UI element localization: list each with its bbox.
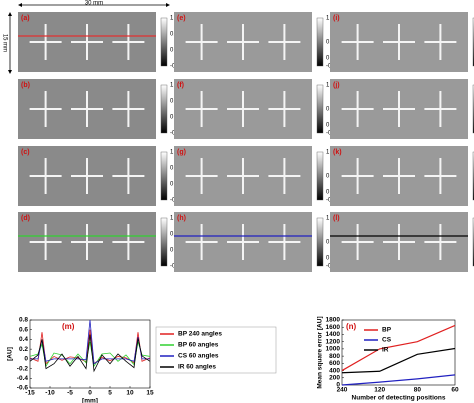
y-tick-label: 800 — [329, 353, 340, 360]
x-tick-label: 0 — [88, 390, 92, 397]
colorbar — [160, 84, 168, 134]
y-tick-label: 600 — [329, 360, 340, 367]
x-tick-label: 10 — [126, 390, 134, 397]
panel-label: (k) — [333, 149, 342, 156]
width-label: 30 mm — [85, 1, 103, 7]
y-tick-label: 0 — [336, 382, 340, 389]
y-tick-label: 0.4 — [19, 336, 28, 343]
colorbar-tick: 0 — [170, 115, 174, 121]
y-tick-label: 1600 — [326, 324, 341, 331]
chart-title: (m) — [62, 322, 75, 331]
colorbar — [160, 151, 168, 201]
y-tick-label: 0.8 — [19, 317, 28, 324]
y-tick-label: 1800 — [326, 317, 341, 324]
series-line — [29, 334, 151, 373]
colorbar-tick: 0 — [170, 182, 174, 188]
panel-label: (l) — [333, 215, 340, 222]
x-tick-label: 120 — [374, 387, 385, 394]
colorbar-tick: 1 — [170, 16, 174, 22]
legend-label: BP 240 angles — [178, 331, 222, 338]
panel-label: (i) — [333, 15, 340, 22]
panel-label: (f) — [177, 82, 184, 89]
panel-label: (g) — [177, 149, 186, 156]
x-tick-label: 240 — [337, 387, 348, 394]
x-tick-label: -15 — [25, 390, 35, 397]
colorbar-tick: 0 — [170, 48, 174, 54]
y-tick-label: -0.4 — [17, 375, 29, 382]
colorbar-tick: 1 — [170, 150, 174, 156]
y-axis-label: Mean square error [AU] — [317, 316, 324, 388]
y-tick-label: -0.2 — [17, 365, 29, 372]
y-tick-label: -0.6 — [17, 385, 29, 392]
colorbar — [316, 151, 324, 201]
height-label: 15 mm — [1, 34, 7, 52]
colorbar-tick: 0 — [326, 56, 330, 62]
colorbar — [316, 17, 324, 67]
panel-label: (c) — [21, 149, 30, 156]
x-tick-label: -10 — [45, 390, 55, 397]
legend-label: CS 60 angles — [178, 353, 219, 360]
colorbar-tick: 0 — [170, 248, 174, 254]
colorbar-tick: 1 — [326, 216, 330, 222]
colorbar-tick: 1 — [170, 83, 174, 89]
series-line — [341, 374, 456, 386]
panel-label: (j) — [333, 82, 340, 89]
series-line — [30, 319, 150, 365]
x-tick-label: 60 — [451, 387, 459, 394]
colorbar-tick: 1 — [170, 216, 174, 222]
y-tick-label: 0 — [24, 356, 28, 363]
series-line — [29, 341, 151, 368]
y-tick-label: 0.2 — [19, 346, 28, 353]
colorbar-tick: 0 — [326, 190, 330, 196]
panel-label: (h) — [177, 215, 186, 222]
colorbar-tick: 0 — [326, 123, 330, 129]
colorbar — [316, 217, 324, 267]
legend-label: BP 60 angles — [178, 342, 219, 349]
y-tick-label: 400 — [329, 367, 340, 374]
x-tick-label: 15 — [146, 390, 154, 397]
y-tick-label: 200 — [329, 374, 340, 381]
legend-label: CS — [382, 337, 392, 344]
plot-frame — [341, 319, 456, 386]
x-axis-label: Number of detecting positions — [352, 395, 446, 402]
chart-title: (n) — [346, 322, 357, 331]
colorbar-tick: 1 — [326, 150, 330, 156]
panel-label: (e) — [177, 15, 186, 22]
x-tick-label: -5 — [67, 390, 73, 397]
colorbar-tick: 0 — [326, 256, 330, 262]
panel-label: (d) — [21, 215, 30, 222]
y-tick-label: 1000 — [326, 346, 341, 353]
colorbar — [160, 217, 168, 267]
legend-label: BP — [382, 327, 392, 334]
x-tick-label: 80 — [414, 387, 422, 394]
colorbar — [316, 84, 324, 134]
y-tick-label: 1200 — [326, 338, 341, 345]
x-axis-label: [mm] — [82, 398, 98, 403]
colorbar-tick: 1 — [326, 83, 330, 89]
series-line — [341, 324, 456, 372]
series-line — [341, 347, 456, 374]
colorbar-tick: 1 — [326, 16, 330, 22]
legend-label: IR 60 angles — [178, 364, 216, 371]
colorbar — [160, 17, 168, 67]
legend-label: IR — [382, 347, 389, 354]
x-tick-label: 5 — [108, 390, 112, 397]
y-axis-label: [AU] — [7, 347, 14, 361]
panel-label: (a) — [21, 15, 30, 22]
y-tick-label: 0.6 — [19, 326, 28, 333]
y-tick-label: 1400 — [326, 331, 341, 338]
panel-label: (b) — [21, 82, 30, 89]
legend-box — [155, 326, 277, 374]
